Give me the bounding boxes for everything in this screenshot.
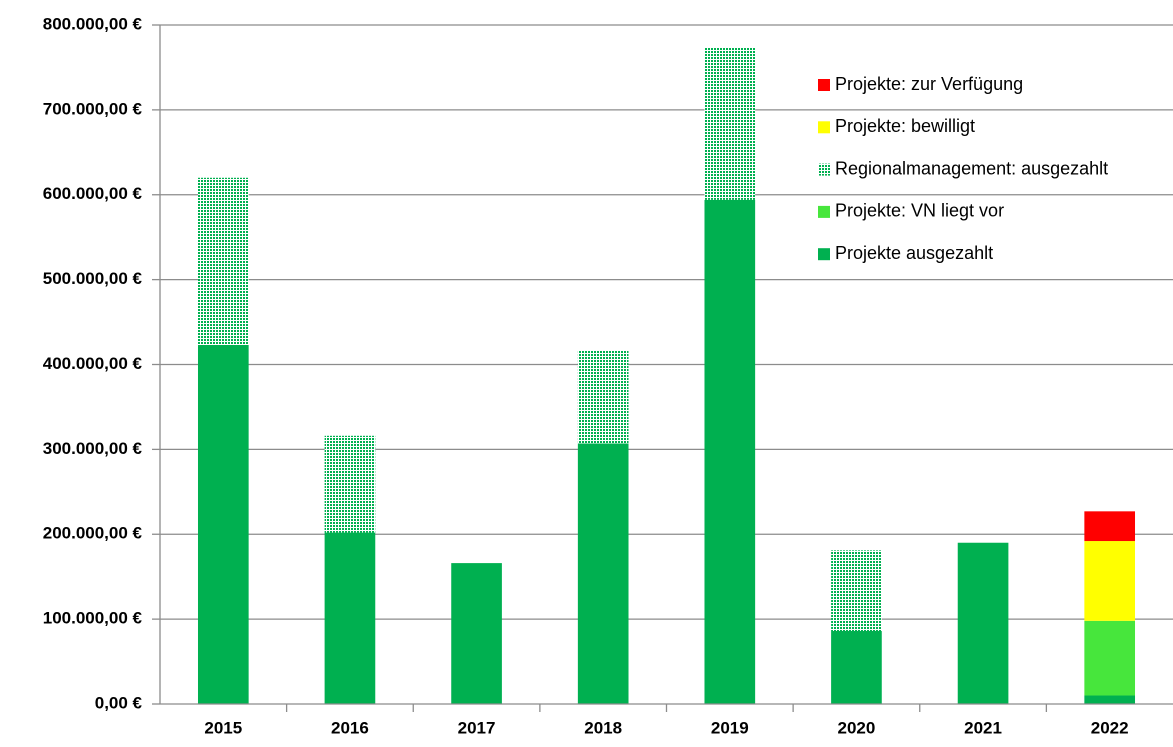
legend-swatch bbox=[818, 163, 830, 176]
y-tick-label: 800.000,00 € bbox=[43, 14, 143, 33]
y-tick-label: 500.000,00 € bbox=[43, 269, 143, 288]
legend-swatch bbox=[818, 248, 830, 261]
y-tick-label: 300.000,00 € bbox=[43, 439, 143, 458]
x-tick-label: 2018 bbox=[584, 718, 622, 737]
x-tick-label: 2021 bbox=[964, 718, 1002, 737]
bar-segment bbox=[1084, 541, 1136, 621]
bar-segment bbox=[957, 542, 1009, 704]
legend-swatch bbox=[818, 121, 830, 134]
x-tick-label: 2016 bbox=[331, 718, 369, 737]
bar-segment bbox=[704, 47, 756, 200]
x-tick-label: 2015 bbox=[204, 718, 242, 737]
legend-label: Projekte: bewilligt bbox=[835, 116, 975, 136]
bar-segment bbox=[451, 563, 502, 704]
bar-segment bbox=[577, 443, 629, 704]
bar-segment bbox=[1084, 620, 1136, 696]
bar-segment bbox=[1084, 695, 1136, 704]
x-tick-label: 2022 bbox=[1091, 718, 1129, 737]
bar-segment bbox=[324, 435, 376, 533]
x-tick-label: 2020 bbox=[838, 718, 876, 737]
bar-segment bbox=[704, 199, 756, 704]
legend-label: Projekte: VN liegt vor bbox=[835, 201, 1004, 221]
y-tick-label: 0,00 € bbox=[95, 693, 143, 712]
y-tick-label: 200.000,00 € bbox=[43, 524, 143, 543]
bar-segment bbox=[197, 177, 249, 345]
legend-label: Projekte: zur Verfügung bbox=[835, 74, 1023, 94]
y-tick-label: 600.000,00 € bbox=[43, 184, 143, 203]
legend-swatch bbox=[818, 79, 830, 91]
x-tick-label: 2019 bbox=[711, 718, 749, 737]
bar-segment bbox=[1084, 511, 1136, 542]
legend-label: Regionalmanagement: ausgezahlt bbox=[835, 158, 1108, 178]
bar-segment bbox=[831, 550, 882, 632]
bar-segment bbox=[577, 350, 629, 444]
bar-segment bbox=[831, 631, 882, 704]
x-tick-label: 2017 bbox=[458, 718, 496, 737]
y-tick-label: 400.000,00 € bbox=[43, 354, 143, 373]
legend-swatch bbox=[818, 205, 830, 218]
bar-segment bbox=[197, 344, 249, 704]
bar-segment bbox=[324, 532, 376, 704]
legend-label: Projekte ausgezahlt bbox=[835, 243, 993, 263]
y-tick-label: 100.000,00 € bbox=[43, 609, 143, 628]
y-tick-label: 700.000,00 € bbox=[43, 99, 143, 118]
